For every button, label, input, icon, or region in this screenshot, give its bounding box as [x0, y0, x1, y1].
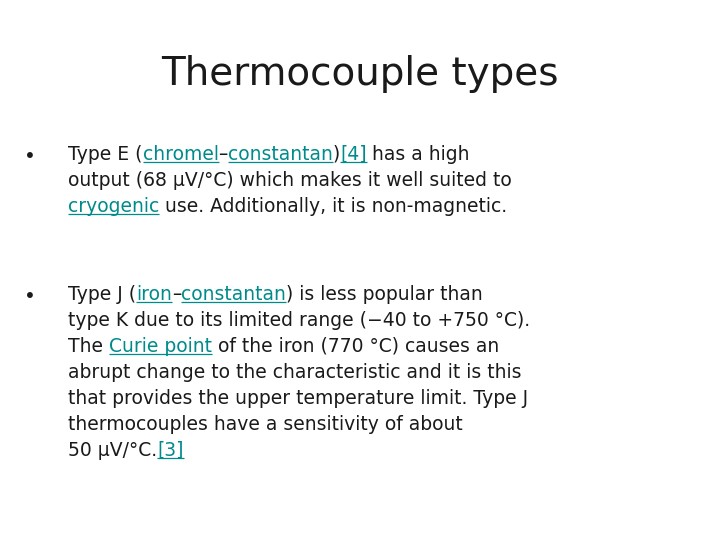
Text: •: • [24, 287, 36, 306]
Text: use. Additionally, it is non-magnetic.: use. Additionally, it is non-magnetic. [159, 197, 508, 216]
Text: [3]: [3] [157, 441, 184, 460]
Text: type K due to its limited range (−40 to +750 °C).: type K due to its limited range (−40 to … [68, 311, 530, 330]
Text: cryogenic: cryogenic [68, 197, 159, 216]
Text: –: – [218, 145, 228, 164]
Text: Thermocouple types: Thermocouple types [161, 55, 559, 93]
Text: output (68 μV/°C) which makes it well suited to: output (68 μV/°C) which makes it well su… [68, 171, 512, 190]
Text: [4]: [4] [340, 145, 366, 164]
Text: chromel: chromel [143, 145, 218, 164]
Text: 50 μV/°C.: 50 μV/°C. [68, 441, 157, 460]
Text: that provides the upper temperature limit. Type J: that provides the upper temperature limi… [68, 389, 528, 408]
Text: Curie point: Curie point [109, 337, 212, 356]
Text: abrupt change to the characteristic and it is this: abrupt change to the characteristic and … [68, 363, 521, 382]
Text: Type J (: Type J ( [68, 285, 136, 304]
Text: ): ) [333, 145, 340, 164]
Text: Type E (: Type E ( [68, 145, 143, 164]
Text: •: • [24, 147, 36, 166]
Text: has a high: has a high [366, 145, 470, 164]
Text: iron: iron [136, 285, 172, 304]
Text: constantan: constantan [181, 285, 286, 304]
Text: The: The [68, 337, 109, 356]
Text: of the iron (770 °C) causes an: of the iron (770 °C) causes an [212, 337, 499, 356]
Text: ) is less popular than: ) is less popular than [286, 285, 483, 304]
Text: –: – [172, 285, 181, 304]
Text: constantan: constantan [228, 145, 333, 164]
Text: thermocouples have a sensitivity of about: thermocouples have a sensitivity of abou… [68, 415, 463, 434]
